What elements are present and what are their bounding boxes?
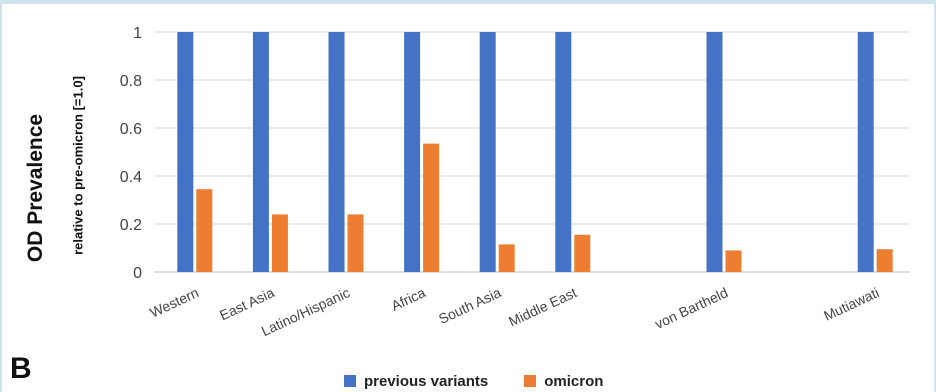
y-tick-label: 0.4: [120, 169, 142, 186]
y-tick-label: 0: [133, 265, 142, 282]
bar-previous-variants: [479, 32, 496, 272]
y-tick-label: 1: [133, 25, 142, 42]
y-tick-label: 0.6: [120, 121, 142, 138]
x-category-label: Mutiawati: [821, 284, 881, 323]
y-tick-label: 0.2: [120, 217, 142, 234]
x-category-label: Western: [147, 284, 201, 320]
x-category-label: East Asia: [217, 284, 277, 323]
bar-omicron: [196, 189, 213, 272]
y-tick-label: 0.8: [120, 73, 142, 90]
bar-omicron: [574, 234, 591, 272]
bar-omicron: [347, 214, 364, 272]
bar-omicron: [271, 214, 288, 272]
bar-previous-variants: [328, 32, 345, 272]
x-category-label: South Asia: [436, 284, 504, 327]
panel-label: B: [10, 352, 32, 385]
y-tick-labels: 0 0.2 0.4 0.6 0.8 1: [120, 25, 142, 282]
bar-previous-variants: [706, 32, 723, 272]
bar-previous-variants: [555, 32, 572, 272]
x-category-label: Africa: [389, 284, 428, 314]
bar-omicron: [725, 250, 742, 272]
legend-swatch-omicron: [524, 375, 537, 387]
bar-previous-variants: [857, 32, 874, 272]
x-category-label: von Bartheld: [652, 284, 730, 332]
bar-previous-variants: [177, 32, 194, 272]
legend-item-previous-variants: previous variants: [344, 373, 488, 390]
legend: previous variants omicron: [344, 370, 603, 392]
bar-previous-variants: [404, 32, 421, 272]
bar-omicron: [498, 244, 515, 272]
bar-omicron: [876, 249, 893, 272]
legend-swatch-previous-variants: [344, 375, 356, 387]
bar-omicron: [423, 143, 440, 272]
bars: [177, 32, 893, 272]
x-category-label: Middle East: [506, 284, 579, 329]
bar-previous-variants: [252, 32, 269, 272]
legend-item-omicron: omicron: [524, 373, 603, 390]
legend-label-omicron: omicron: [544, 372, 604, 390]
legend-label-previous-variants: previous variants: [364, 372, 489, 390]
